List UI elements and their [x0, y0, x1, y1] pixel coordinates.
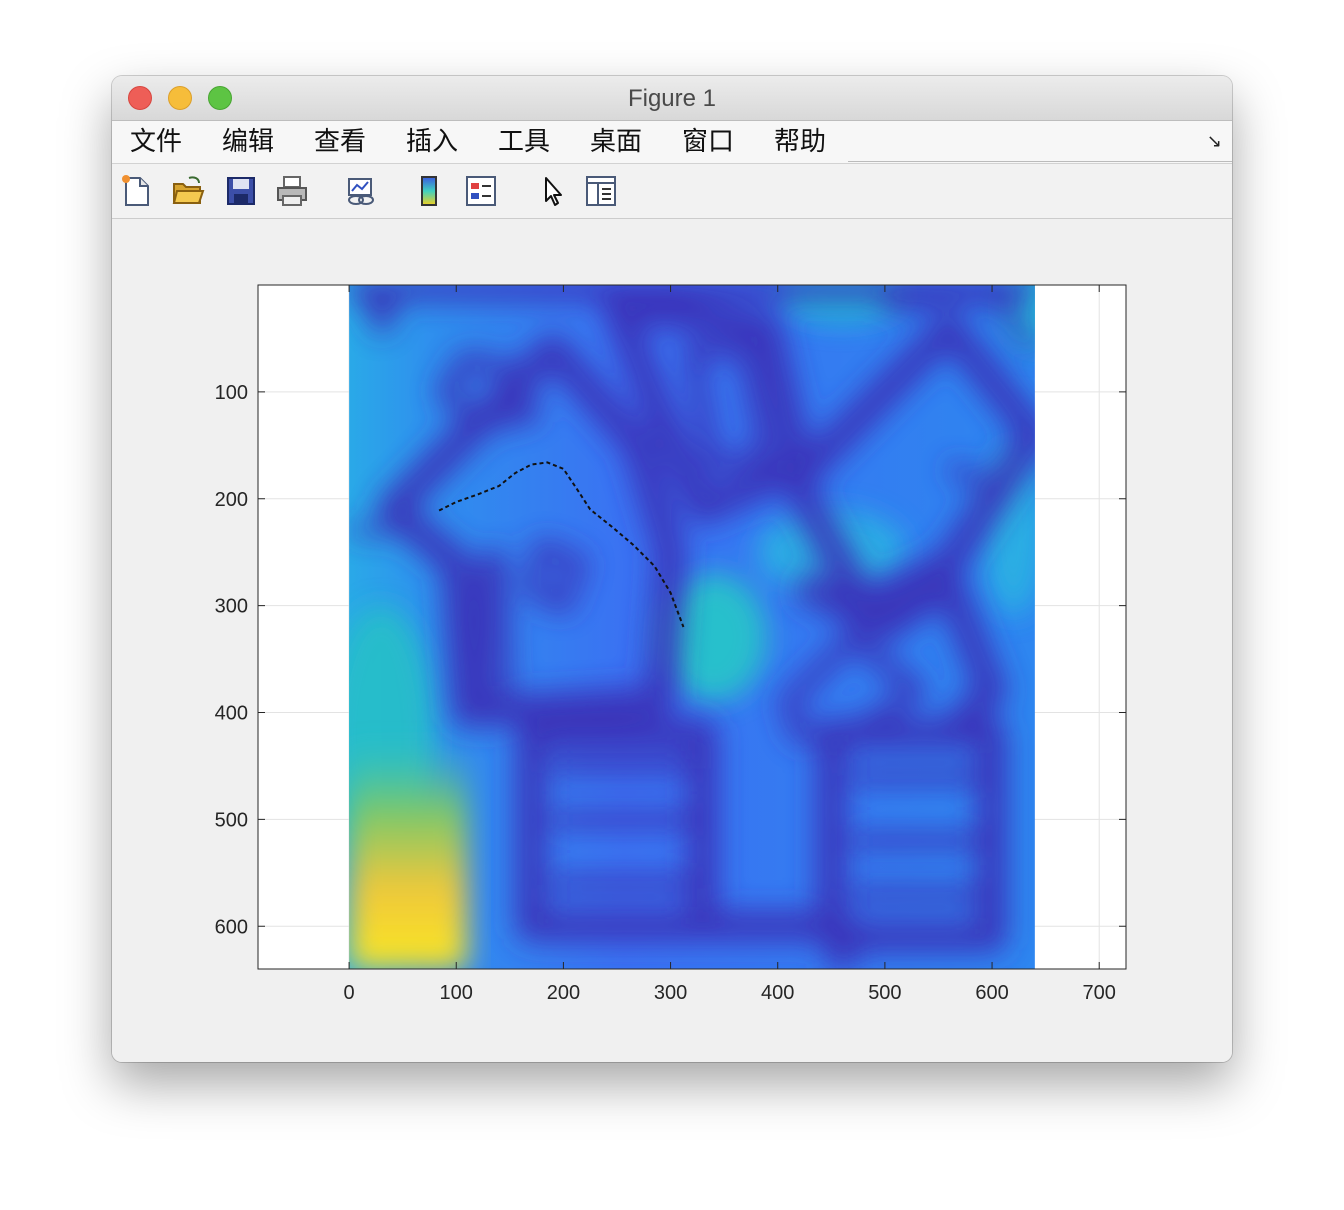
- menu-edit[interactable]: 编辑: [222, 127, 275, 157]
- insert-legend-icon[interactable]: [464, 174, 498, 208]
- link-plot-icon[interactable]: [344, 174, 378, 208]
- y-tick-label: 400: [215, 703, 248, 725]
- x-tick-label: 700: [1083, 982, 1116, 1004]
- edit-plot-icon[interactable]: [536, 174, 570, 208]
- zoom-window-button[interactable]: [208, 86, 232, 110]
- ticks: 0 100 200 300 400 500 600 700 100 200 300 400 500 600: [215, 285, 1126, 1004]
- window-title: Figure 1: [627, 85, 717, 112]
- x-tick-label: 200: [547, 982, 580, 1004]
- new-figure-icon[interactable]: [120, 174, 154, 208]
- menu-bar: 文件 编辑 查看 插入 工具 桌面 窗口 帮助 ↘: [112, 121, 1232, 164]
- figure-toolbar: [112, 164, 1232, 219]
- heatmap-obstacles: [349, 285, 1035, 969]
- y-tick-label: 100: [215, 382, 248, 404]
- figure-canvas[interactable]: 0 100 200 300 400 500 600 700 100 200 300 400 500 600: [112, 219, 1232, 1062]
- menu-help[interactable]: 帮助: [774, 127, 827, 157]
- axes[interactable]: 0 100 200 300 400 500 600 700 100 200 300 400 500 600: [112, 219, 1232, 1062]
- menu-view[interactable]: 查看: [314, 127, 367, 157]
- path-line: [438, 461, 685, 628]
- x-tick-label: 500: [868, 982, 901, 1004]
- axes-box: [257, 284, 1127, 970]
- x-tick-label: 0: [344, 982, 355, 1004]
- property-inspector-icon[interactable]: [584, 174, 618, 208]
- x-tick-label: 400: [761, 982, 794, 1004]
- figure-window: Figure 1 文件 编辑 查看 插入 工具 桌面 窗口 帮助 ↘: [112, 76, 1232, 1062]
- y-tick-label: 600: [215, 916, 248, 938]
- insert-colorbar-icon[interactable]: [412, 174, 446, 208]
- y-tick-label: 300: [215, 596, 248, 618]
- x-tick-label: 300: [654, 982, 687, 1004]
- path-series: [438, 461, 685, 628]
- heatmap-image: [349, 285, 1035, 969]
- print-icon[interactable]: [275, 174, 309, 208]
- close-window-button[interactable]: [128, 86, 152, 110]
- menu-tools[interactable]: 工具: [498, 127, 551, 157]
- heatmap-yellow-region: [349, 744, 467, 969]
- x-tick-label: 100: [440, 982, 473, 1004]
- x-tick-label: 600: [975, 982, 1008, 1004]
- menu-file[interactable]: 文件: [130, 127, 183, 157]
- menu-divider: [848, 161, 1232, 162]
- menu-window[interactable]: 窗口: [682, 127, 735, 157]
- minimize-window-button[interactable]: [168, 86, 192, 110]
- y-tick-label: 200: [215, 489, 248, 511]
- save-icon[interactable]: [224, 174, 258, 208]
- y-tick-label: 500: [215, 809, 248, 831]
- menu-insert[interactable]: 插入: [406, 127, 459, 157]
- open-file-icon[interactable]: [171, 174, 205, 208]
- menu-desktop[interactable]: 桌面: [590, 127, 643, 157]
- title-bar[interactable]: Figure 1: [112, 76, 1232, 121]
- undock-icon[interactable]: ↘: [1206, 131, 1222, 152]
